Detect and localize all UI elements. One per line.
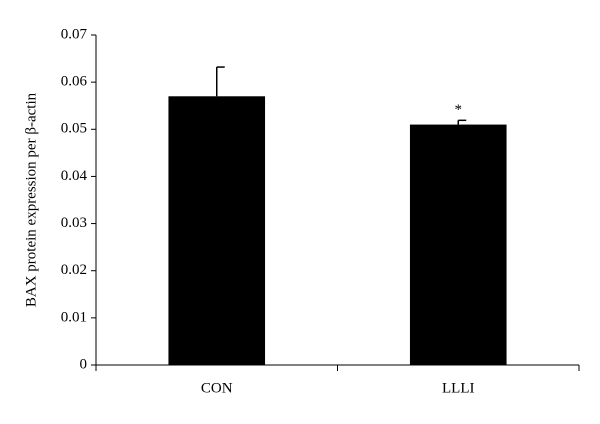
y-tick-label: 0.01	[61, 309, 87, 325]
bar	[409, 124, 507, 365]
bar	[168, 96, 266, 366]
y-tick-label: 0	[80, 356, 88, 372]
y-axis-label: BAX protein expression per β-actin	[23, 92, 39, 307]
x-tick-label: LLLI	[442, 380, 474, 396]
y-tick-label: 0.03	[61, 215, 87, 231]
y-tick-label: 0.06	[61, 74, 88, 90]
y-tick-label: 0.02	[61, 262, 87, 278]
y-tick-label: 0.05	[61, 121, 87, 137]
y-tick-label: 0.07	[61, 26, 88, 42]
y-tick-label: 0.04	[61, 168, 88, 184]
x-tick-label: CON	[201, 380, 233, 396]
significance-marker: *	[455, 102, 463, 118]
